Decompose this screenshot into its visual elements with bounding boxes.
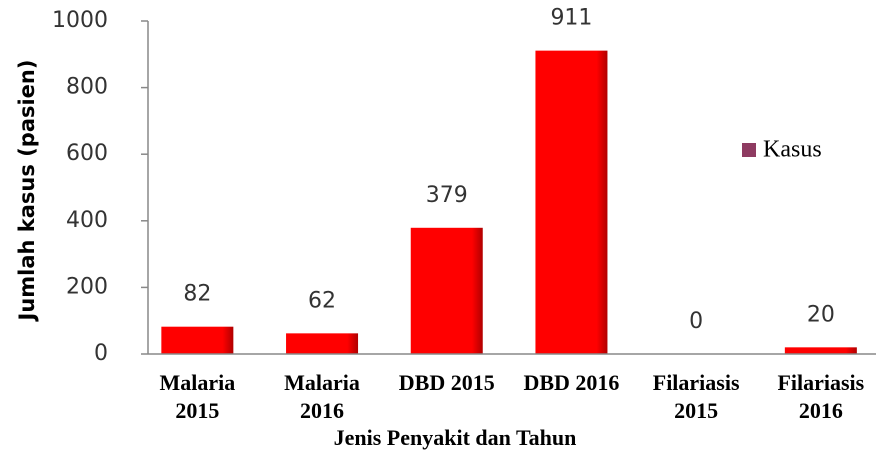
legend-swatch [742, 143, 756, 157]
bar [286, 333, 359, 354]
value-label: 20 [807, 302, 835, 327]
value-label: 911 [550, 6, 592, 31]
x-tick-label: 2016 [300, 398, 344, 423]
y-tick-label: 600 [66, 141, 108, 166]
value-label: 379 [426, 183, 468, 208]
x-axis-label: Jenis Penyakit dan Tahun [334, 425, 577, 450]
x-tick-label: Malaria [284, 370, 360, 395]
x-tick-label: Filariasis [777, 370, 864, 395]
value-label: 82 [183, 282, 211, 307]
bar [535, 50, 608, 355]
value-label: 62 [308, 288, 336, 313]
x-tick-label: 2016 [799, 398, 843, 423]
bar [410, 227, 483, 354]
value-label: 0 [689, 309, 703, 334]
y-tick-label: 1000 [52, 8, 108, 33]
x-tick-label: 2015 [175, 398, 219, 423]
bar [161, 326, 234, 354]
x-tick-label: Malaria [159, 370, 235, 395]
y-tick-label: 200 [66, 274, 108, 299]
legend-label: Kasus [763, 137, 822, 163]
x-tick-label: 2015 [674, 398, 718, 423]
bar [784, 347, 857, 354]
x-tick-label: DBD 2016 [523, 370, 619, 395]
y-tick-label: 800 [66, 75, 108, 100]
y-tick-label: 0 [94, 341, 108, 366]
y-axis-label: Jumlah kasus (pasien) [15, 60, 39, 323]
y-tick-label: 400 [66, 208, 108, 233]
x-tick-label: Filariasis [653, 370, 740, 395]
x-tick-label: DBD 2015 [399, 370, 495, 395]
